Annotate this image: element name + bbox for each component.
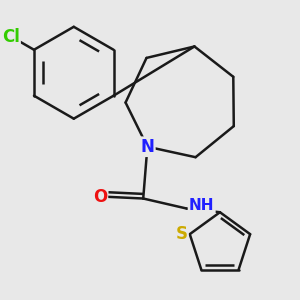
Text: NH: NH bbox=[189, 198, 214, 213]
Text: Cl: Cl bbox=[2, 28, 20, 46]
Text: S: S bbox=[176, 225, 188, 243]
Text: O: O bbox=[93, 188, 107, 206]
Text: N: N bbox=[140, 138, 154, 156]
